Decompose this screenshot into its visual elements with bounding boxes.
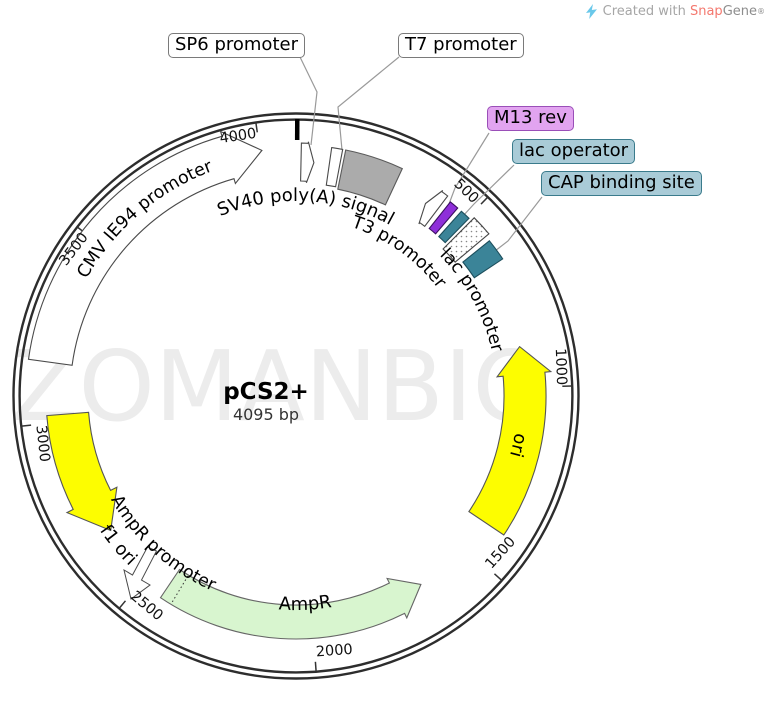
feature-cmv-ie94-promoter[interactable]	[27, 130, 263, 366]
leader-t7-promoter	[337, 56, 400, 151]
feature-f1-ori[interactable]	[46, 411, 118, 532]
curved-label-cl-ori[interactable]: ori	[505, 432, 531, 460]
callout-sp6-promoter[interactable]: SP6 promoter	[168, 33, 305, 58]
feature-divider-ampr	[170, 575, 189, 604]
callout-cap-binding-site[interactable]: CAP binding site	[541, 171, 702, 196]
callout-t7-promoter[interactable]: T7 promoter	[398, 33, 524, 58]
feature-m13-rev[interactable]	[428, 201, 459, 235]
leader-cap-binding-site	[494, 196, 543, 252]
feature-t3-promoter[interactable]	[418, 190, 449, 228]
tick-2500	[118, 600, 127, 609]
leader-m13-rev	[448, 132, 490, 205]
tick-label-1000: 1000	[552, 348, 569, 385]
snapgene-logo-icon	[585, 4, 597, 19]
feature-sp6-promoter[interactable]	[300, 141, 315, 183]
callout-lac-operator[interactable]: lac operator	[512, 139, 636, 164]
leader-lac-operator	[462, 164, 515, 217]
backbone-outer-ring	[12, 112, 580, 680]
credit-brand-snap: Snap	[689, 4, 723, 19]
feature-lac-promoter[interactable]	[442, 217, 490, 263]
plasmid-size: 4095 bp	[232, 405, 300, 424]
snapgene-credit: Created with Snap Gene ®	[585, 4, 765, 19]
tick-3000	[21, 424, 32, 427]
feature-ampr[interactable]	[159, 568, 422, 640]
callout-m13-rev[interactable]: M13 rev	[487, 106, 574, 131]
credit-text: Created with	[602, 4, 686, 19]
curved-label-cl-ampr[interactable]: AmpR	[278, 591, 333, 615]
feature-sv40-polya-signal[interactable]	[337, 149, 404, 206]
tick-label-4000: 4000	[219, 126, 258, 147]
feature-ampr-promoter[interactable]	[123, 546, 158, 600]
feature-t7-promoter[interactable]	[325, 146, 344, 188]
tick-label-500: 500	[450, 176, 481, 207]
credit-brand-gene: Gene	[722, 4, 757, 19]
watermark: ZOMANBIO	[12, 330, 549, 443]
tick-label-2000: 2000	[315, 642, 353, 661]
plasmid-title: pCS2+ 4095 bp	[223, 379, 309, 424]
registered-mark: ®	[757, 7, 765, 16]
tick-1500	[493, 573, 503, 581]
feature-ori[interactable]	[468, 345, 553, 536]
leader-sp6-promoter	[299, 56, 318, 146]
tick-500	[480, 196, 489, 205]
tick-2000	[314, 661, 317, 672]
tick-label-3000: 3000	[32, 424, 52, 462]
tick-4000	[255, 122, 259, 133]
plasmid-name: pCS2+	[223, 379, 309, 405]
feature-lac-operator[interactable]	[438, 210, 470, 244]
feature-cap-binding-site[interactable]	[462, 240, 504, 279]
